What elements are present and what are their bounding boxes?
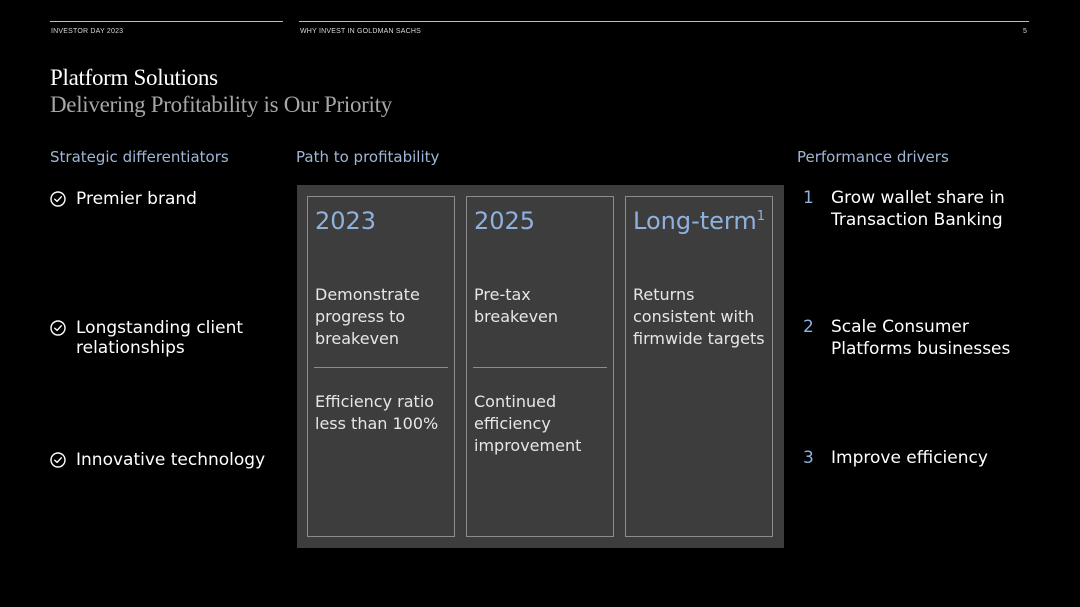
path-heading: Path to profitability bbox=[296, 148, 440, 166]
driver-number: 3 bbox=[803, 448, 814, 468]
slide-subtitle: Delivering Profitability is Our Priority bbox=[50, 92, 392, 117]
differentiator-label: Premier brand bbox=[76, 189, 197, 209]
driver-item: 3 Improve efficiency bbox=[803, 447, 1031, 469]
milestone-goal: Pre-tax breakeven bbox=[474, 285, 559, 326]
driver-label: Grow wallet share in Transaction Banking bbox=[831, 188, 1005, 230]
milestone-metric: Efficiency ratio less than 100% bbox=[315, 392, 439, 433]
page-number: 5 bbox=[1023, 28, 1028, 35]
check-circle-icon bbox=[50, 191, 66, 207]
header-rule-left bbox=[50, 21, 283, 22]
differentiator-label: Longstanding client relationships bbox=[76, 318, 244, 358]
milestone-card: 2023 Demonstrate progress to breakeven E… bbox=[307, 196, 455, 537]
differentiator-item: Premier brand bbox=[50, 189, 197, 209]
differentiator-item: Longstanding client relationships bbox=[50, 318, 256, 358]
milestone-metric: Continued efficiency improvement bbox=[474, 392, 582, 455]
header-event-label: INVESTOR DAY 2023 bbox=[51, 28, 124, 35]
drivers-heading: Performance drivers bbox=[797, 148, 949, 166]
driver-label: Improve efficiency bbox=[831, 448, 988, 468]
milestone-year: 2025 bbox=[474, 207, 536, 235]
driver-item: 1 Grow wallet share in Transaction Banki… bbox=[803, 187, 1031, 231]
slide-title: Platform Solutions bbox=[50, 65, 218, 90]
milestone-year: Long-term1 bbox=[633, 207, 766, 235]
card-divider bbox=[314, 367, 448, 368]
driver-label: Scale Consumer Platforms businesses bbox=[831, 317, 1011, 359]
milestone-year: 2023 bbox=[315, 207, 377, 235]
driver-number: 2 bbox=[803, 317, 814, 337]
milestone-goal: Demonstrate progress to breakeven bbox=[315, 285, 420, 348]
check-circle-icon bbox=[50, 452, 66, 468]
differentiators-heading: Strategic differentiators bbox=[50, 148, 229, 166]
milestone-card: Long-term1 Returns consistent with firmw… bbox=[625, 196, 773, 537]
milestone-goal: Returns consistent with firmwide targets bbox=[633, 285, 765, 348]
differentiator-item: Innovative technology bbox=[50, 450, 265, 470]
differentiator-label: Innovative technology bbox=[76, 450, 266, 470]
driver-item: 2 Scale Consumer Platforms businesses bbox=[803, 316, 1031, 360]
footnote-marker: 1 bbox=[756, 209, 766, 224]
header-section-label: WHY INVEST IN GOLDMAN SACHS bbox=[300, 28, 422, 35]
path-panel: 2023 Demonstrate progress to breakeven E… bbox=[297, 185, 784, 548]
milestone-card: 2025 Pre-tax breakeven Continued efficie… bbox=[466, 196, 614, 537]
driver-number: 1 bbox=[803, 188, 814, 208]
card-divider bbox=[473, 367, 607, 368]
check-circle-icon bbox=[50, 320, 66, 336]
header-rule-right bbox=[299, 21, 1029, 22]
